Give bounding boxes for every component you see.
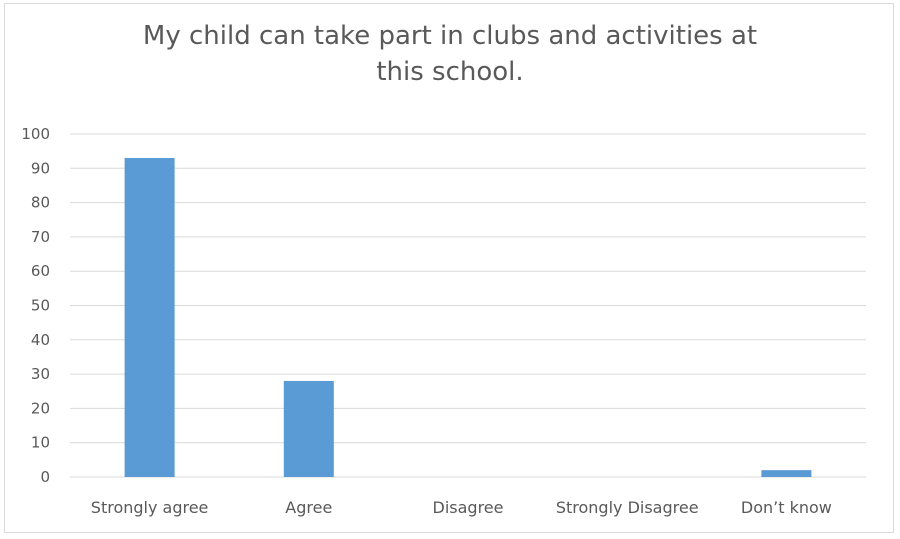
bar-0 <box>124 158 175 477</box>
y-axis-ticks: 0 10 20 30 40 50 60 70 80 90 100 <box>21 125 50 486</box>
y-tick-label: 20 <box>31 399 50 417</box>
x-category-label: Don’t know <box>741 498 832 517</box>
bar-4 <box>761 470 812 477</box>
y-tick-label: 10 <box>31 434 50 452</box>
x-category-label: Strongly agree <box>91 498 209 517</box>
chart-title-line-1: My child can take part in clubs and acti… <box>142 21 758 51</box>
y-tick-label: 80 <box>31 194 50 212</box>
y-tick-label: 40 <box>31 331 50 349</box>
y-tick-label: 30 <box>31 365 50 383</box>
y-tick-label: 60 <box>31 262 50 280</box>
bars <box>124 158 812 477</box>
y-tick-label: 50 <box>31 297 50 315</box>
y-tick-label: 0 <box>40 468 50 486</box>
bar-1 <box>283 380 334 477</box>
x-category-label: Agree <box>285 498 332 517</box>
y-tick-label: 100 <box>21 125 50 143</box>
chart-title: My child can take part in clubs and acti… <box>0 18 900 90</box>
y-tick-label: 70 <box>31 228 50 246</box>
x-axis-labels: Strongly agree Agree Disagree Strongly Disa… <box>91 498 832 517</box>
chart-title-line-2: this school. <box>376 57 524 87</box>
x-category-label: Disagree <box>433 498 504 517</box>
y-tick-label: 90 <box>31 159 50 177</box>
x-category-label: Strongly Disagree <box>556 498 699 517</box>
gridlines <box>70 133 866 478</box>
